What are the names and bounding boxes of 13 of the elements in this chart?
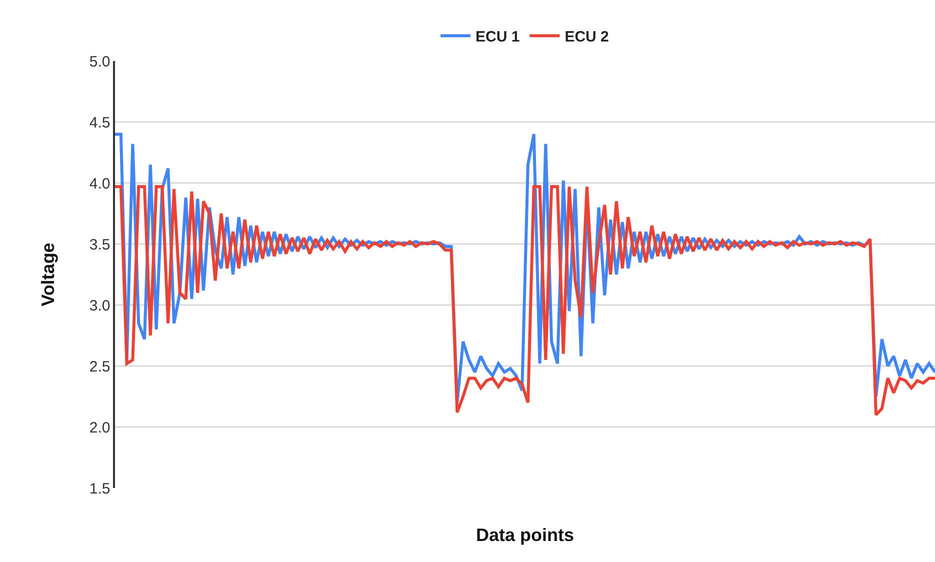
y-tick-label: 4.0	[89, 175, 110, 192]
y-tick-label: 5.0	[89, 53, 110, 70]
y-axis-title: Voltage	[38, 242, 58, 306]
x-axis-title: Data points	[476, 525, 574, 546]
y-tick-label: 3.5	[89, 236, 110, 254]
y-tick-label: 2.5	[89, 358, 110, 376]
legend-label: ECU 1	[476, 28, 520, 46]
y-tick-label: 2.0	[89, 419, 110, 436]
line-series	[115, 185, 935, 416]
legend-label: ECU 2	[564, 28, 609, 46]
y-tick-label: 3.0	[89, 297, 110, 314]
y-tick-label: 4.5	[89, 114, 110, 132]
y-tick-label: 1.5	[89, 480, 110, 498]
